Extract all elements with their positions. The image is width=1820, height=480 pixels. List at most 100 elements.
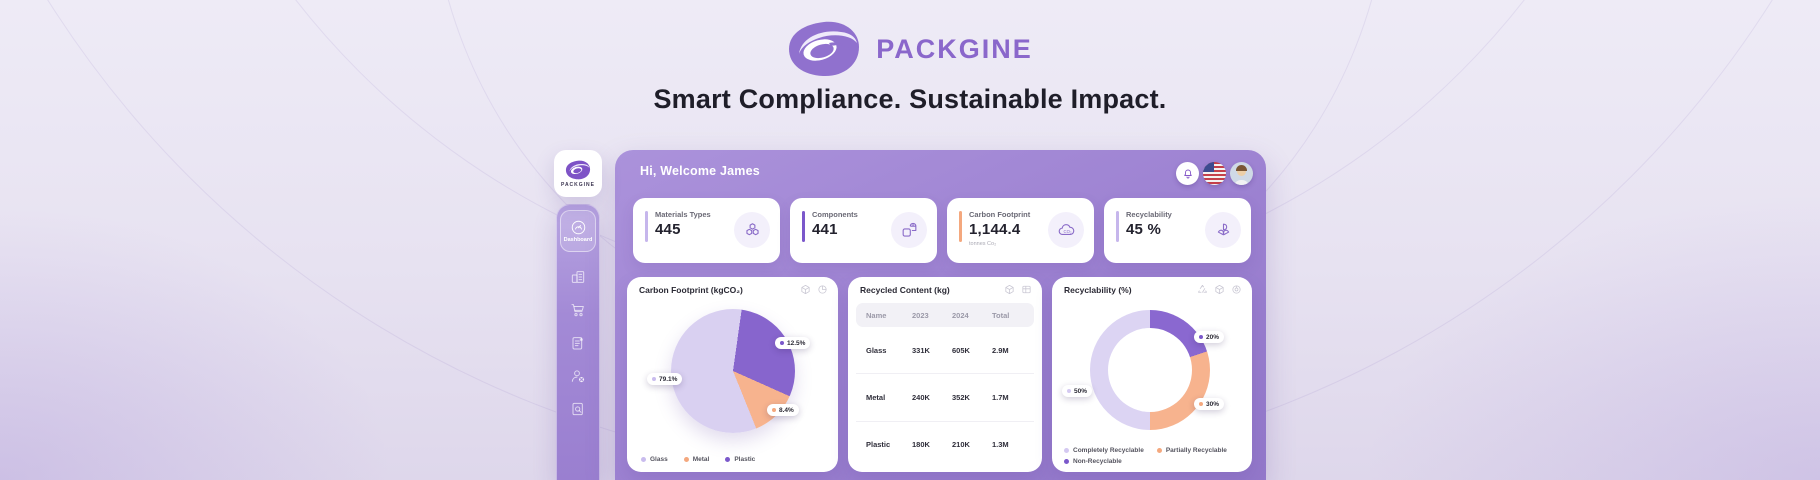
donut-callout-partially: 30%	[1194, 398, 1225, 410]
clipboard-icon	[572, 337, 584, 350]
cell-total: 2.9M	[992, 345, 1009, 355]
stat-unit: tonnes Co₂	[969, 241, 997, 247]
legend-item-partially-recyclable: Partially Recyclable	[1156, 447, 1227, 454]
table-body: Glass 331K 605K 2.9M Metal 240K 352K 1.7…	[856, 327, 1034, 468]
table-row: Glass 331K 605K 2.9M	[856, 327, 1034, 375]
sidebar: Dashboard	[556, 204, 600, 480]
sidebar-item-label: Dashboard	[563, 236, 593, 243]
avatar-face	[1237, 167, 1246, 176]
stat-icon-wrap: CO₂	[1048, 212, 1084, 248]
stat-value: 445	[655, 221, 681, 238]
stat-icon-wrap	[891, 212, 927, 248]
legend-item-plastic: Plastic	[725, 456, 755, 463]
legend-item-metal: Metal	[683, 456, 710, 463]
user-gear-icon	[571, 370, 585, 383]
legend-label: Glass	[650, 456, 668, 463]
callout-text: 8.4%	[779, 406, 794, 414]
hero-logo: PACKGINE	[0, 20, 1820, 78]
legend-dot	[772, 408, 776, 412]
donut-callout-non-recyclable: 20%	[1194, 331, 1225, 343]
sidebar-item-compliance[interactable]	[570, 335, 586, 351]
accent-bar	[802, 211, 805, 242]
gauge-icon	[571, 220, 585, 234]
column-header: Name	[866, 310, 887, 320]
legend-dot	[641, 457, 646, 462]
stat-card-carbon-footprint: Carbon Footprint 1,144.4 tonnes Co₂ CO₂	[947, 198, 1094, 263]
avatar-hair	[1236, 165, 1247, 171]
recyclability-donut-chart	[1090, 310, 1210, 430]
notification-button[interactable]	[1176, 162, 1199, 185]
recycle-leaves-icon	[1217, 223, 1229, 235]
building-icon	[571, 271, 585, 283]
chart-title: Recycled Content (kg)	[860, 285, 950, 295]
donut-chart-icon[interactable]	[1231, 284, 1242, 295]
profile-avatar[interactable]	[1230, 162, 1253, 185]
packgine-logo-icon	[565, 160, 591, 179]
stat-value: 1,144.4	[969, 221, 1021, 238]
cell-name: Plastic	[866, 440, 891, 450]
recycle-icon[interactable]	[1197, 284, 1208, 295]
sidebar-logo-card[interactable]: PACKGINE	[554, 150, 602, 197]
stat-card-materials-types: Materials Types 445	[633, 198, 780, 263]
cubes-icon	[745, 222, 759, 235]
cube-icon[interactable]	[800, 284, 811, 295]
donut-callout-completely: 50%	[1062, 385, 1093, 397]
stat-card-components: Components 441	[790, 198, 937, 263]
callout-text: 30%	[1206, 400, 1220, 408]
pie-callout-glass: 79.1%	[647, 373, 683, 385]
legend-dot	[683, 457, 689, 462]
pie-chart-icon[interactable]	[817, 284, 828, 295]
column-header: 2023	[912, 310, 929, 320]
charts-row: Carbon Footprint (kgCO₂) 79.1% 12.5%	[627, 277, 1252, 472]
co2-cloud-icon: CO₂	[1058, 223, 1074, 235]
cell-name: Metal	[866, 392, 886, 402]
callout-text: 12.5%	[787, 339, 806, 347]
legend-label: Non-Recyclable	[1073, 458, 1122, 465]
avatar-shoulders	[1234, 180, 1249, 185]
callout-text: 79.1%	[659, 375, 678, 383]
stat-label: Recyclability	[1126, 210, 1172, 219]
table-row: Plastic 180K 210K 1.3M	[856, 422, 1034, 468]
cube-icon[interactable]	[1004, 284, 1015, 295]
legend-dot	[780, 341, 784, 345]
language-button[interactable]	[1203, 162, 1226, 185]
pie-callout-plastic: 12.5%	[775, 337, 811, 349]
stat-icon-wrap	[734, 212, 770, 248]
recyclability-card: Recyclability (%) 20% 30%	[1052, 277, 1252, 472]
stat-label: Components	[812, 210, 858, 219]
legend-label: Plastic	[734, 456, 756, 463]
cube-icon[interactable]	[1214, 284, 1225, 295]
legend-label: Metal	[692, 456, 710, 463]
legend-dot	[1064, 448, 1069, 453]
sidebar-item-materials[interactable]	[570, 269, 586, 285]
table-header: Name 2023 2024 Total	[856, 303, 1034, 327]
sidebar-item-reports[interactable]	[570, 401, 586, 417]
accent-bar	[1116, 211, 1119, 242]
stat-value: 441	[812, 221, 838, 238]
cart-icon	[571, 304, 584, 317]
legend-row: Completely Recyclable Partially Recyclab…	[1064, 447, 1227, 454]
chart-title: Carbon Footprint (kgCO₂)	[639, 285, 743, 295]
cell-2024: 605K	[952, 345, 970, 355]
sidebar-item-procurement[interactable]	[570, 302, 586, 318]
chart-toolbar	[1004, 284, 1032, 295]
main-panel: Hi, Welcome James	[615, 150, 1266, 480]
legend-dot	[1199, 402, 1203, 406]
us-flag-icon	[1203, 162, 1214, 172]
legend-row: Non-Recyclable	[1064, 458, 1227, 465]
stat-label: Materials Types	[655, 210, 711, 219]
cell-2024: 210K	[952, 440, 970, 450]
recycled-content-card: Recycled Content (kg) Name 2023 2024 Tot…	[848, 277, 1042, 472]
column-header: 2024	[952, 310, 969, 320]
stat-value: 45 %	[1126, 221, 1161, 238]
sidebar-item-users[interactable]	[570, 368, 586, 384]
table-icon[interactable]	[1021, 284, 1032, 295]
header-actions	[1176, 162, 1253, 185]
components-icon	[902, 222, 916, 237]
stat-label: Carbon Footprint	[969, 210, 1031, 219]
sidebar-item-dashboard[interactable]: Dashboard	[560, 210, 596, 252]
callout-text: 20%	[1206, 333, 1220, 341]
legend-label: Completely Recyclable	[1073, 447, 1144, 454]
legend-dot	[1064, 459, 1069, 464]
